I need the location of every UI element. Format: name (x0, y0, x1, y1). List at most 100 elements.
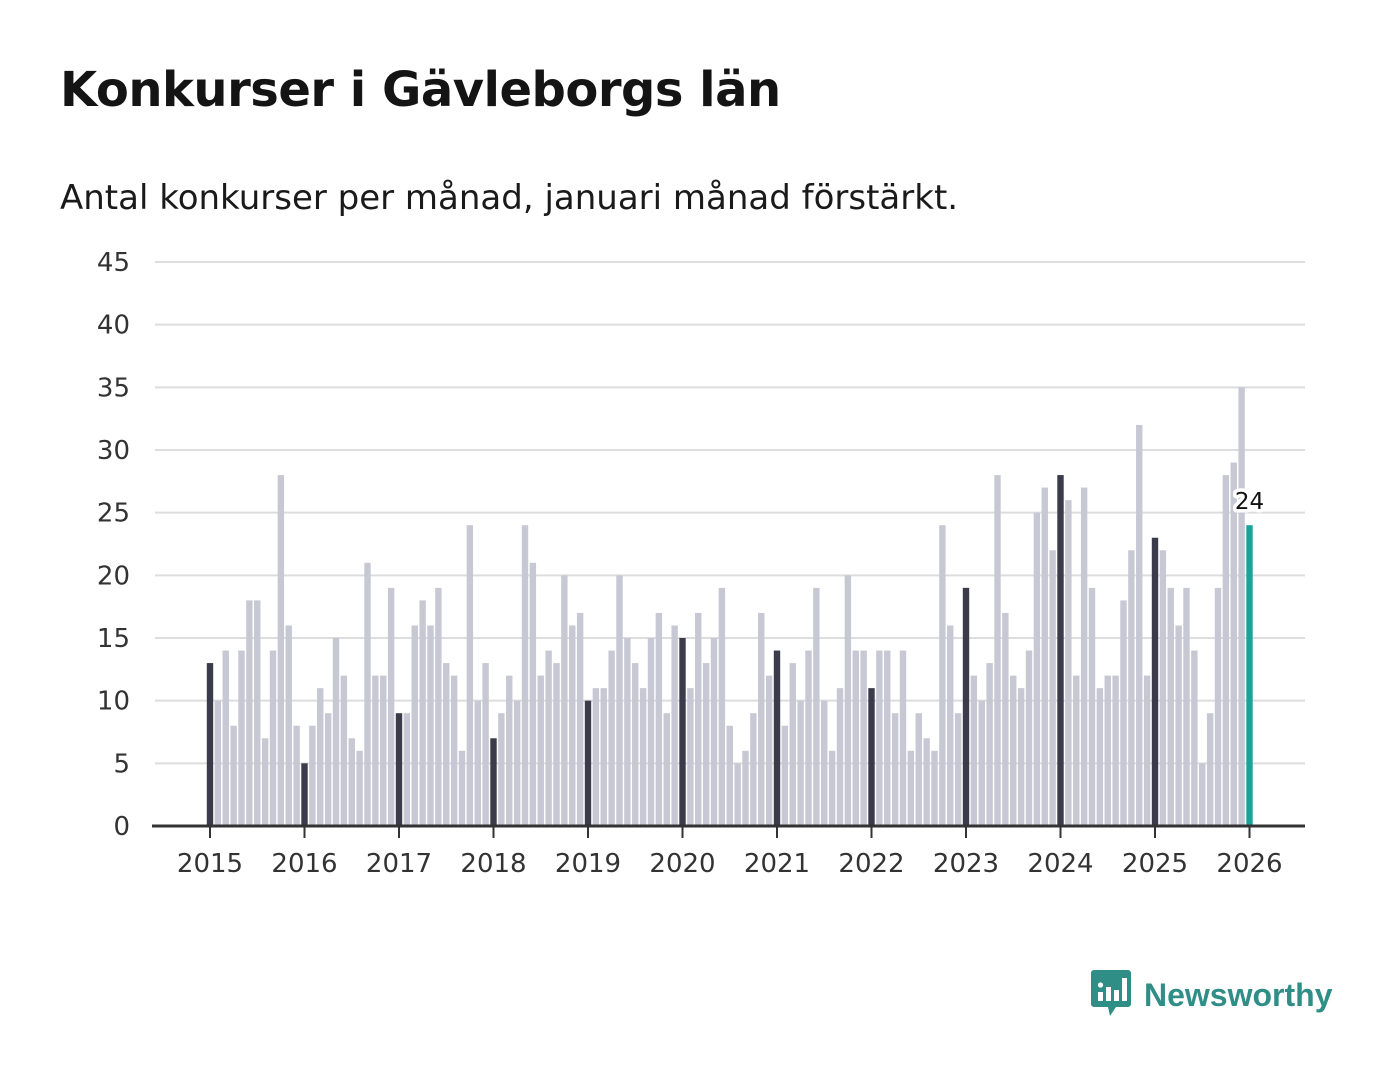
bar[interactable] (1191, 650, 1198, 826)
bar[interactable] (576, 612, 584, 826)
bar[interactable] (443, 663, 450, 826)
bar[interactable] (1143, 675, 1151, 826)
bar[interactable] (419, 600, 426, 826)
bar[interactable] (553, 663, 560, 826)
bar[interactable] (427, 625, 434, 826)
bar[interactable] (970, 675, 978, 826)
bar[interactable] (821, 700, 828, 826)
bar[interactable] (246, 600, 253, 826)
bar[interactable] (632, 663, 639, 826)
bar[interactable] (222, 650, 229, 826)
bar[interactable] (277, 475, 285, 826)
bar[interactable] (403, 713, 411, 826)
bar[interactable] (356, 750, 363, 826)
bar[interactable] (450, 675, 458, 826)
bar[interactable] (230, 725, 237, 826)
bar[interactable] (836, 688, 844, 826)
bar[interactable] (1017, 688, 1025, 826)
bar[interactable] (269, 650, 277, 826)
bar[interactable] (482, 663, 489, 826)
bar[interactable] (600, 688, 607, 826)
bar[interactable] (1049, 550, 1056, 826)
bar[interactable] (411, 625, 418, 826)
bar[interactable] (994, 475, 1001, 826)
bar[interactable] (789, 663, 796, 826)
bar[interactable] (844, 575, 852, 826)
bar[interactable] (1002, 612, 1009, 826)
bar[interactable] (238, 650, 245, 826)
bar[interactable] (663, 713, 670, 826)
bar[interactable] (884, 650, 891, 826)
bar[interactable] (655, 612, 663, 826)
bar[interactable] (1151, 537, 1159, 826)
bar[interactable] (545, 650, 552, 826)
bar[interactable] (348, 738, 355, 826)
bar[interactable] (458, 750, 466, 826)
bar[interactable] (387, 587, 395, 826)
bar[interactable] (891, 713, 899, 826)
bar[interactable] (1183, 587, 1190, 826)
bar[interactable] (758, 612, 765, 826)
bar[interactable] (254, 600, 261, 826)
bar[interactable] (1238, 387, 1245, 826)
bar[interactable] (506, 675, 513, 826)
bar[interactable] (521, 525, 529, 826)
bar[interactable] (324, 713, 332, 826)
bar[interactable] (498, 713, 505, 826)
bar[interactable] (584, 700, 592, 826)
bar[interactable] (939, 525, 946, 826)
bar[interactable] (868, 688, 875, 826)
bar[interactable] (978, 700, 985, 826)
bar[interactable] (907, 750, 915, 826)
bar[interactable] (1025, 650, 1033, 826)
bar[interactable] (293, 725, 300, 826)
bar[interactable] (860, 650, 867, 826)
bar[interactable] (285, 625, 292, 826)
bar[interactable] (1120, 600, 1127, 826)
bar[interactable] (805, 650, 812, 826)
bar[interactable] (474, 700, 481, 826)
bar[interactable] (435, 587, 442, 826)
bar[interactable] (340, 675, 348, 826)
bar[interactable] (695, 612, 702, 826)
bar[interactable] (624, 638, 631, 826)
bar[interactable] (710, 638, 718, 826)
bar[interactable] (1222, 475, 1230, 826)
bar[interactable] (592, 688, 600, 826)
bar[interactable] (1104, 675, 1111, 826)
bar[interactable] (1206, 713, 1214, 826)
bar[interactable] (923, 738, 930, 826)
bar[interactable] (561, 575, 568, 826)
bar[interactable] (1175, 625, 1182, 826)
bar[interactable] (915, 713, 922, 826)
bar[interactable] (1230, 462, 1237, 826)
bar[interactable] (1096, 688, 1104, 826)
newsworthy-brand[interactable]: Newsworthy (1090, 968, 1332, 1022)
bar[interactable] (513, 700, 521, 826)
bar[interactable] (947, 625, 954, 826)
bar[interactable] (395, 713, 403, 826)
bar[interactable] (332, 638, 340, 826)
bar[interactable] (1088, 587, 1096, 826)
bar[interactable] (702, 663, 710, 826)
bar[interactable] (1057, 475, 1064, 826)
bar[interactable] (742, 750, 749, 826)
bar[interactable] (781, 725, 789, 826)
bar[interactable] (1246, 525, 1253, 826)
bar[interactable] (828, 750, 836, 826)
bar[interactable] (986, 663, 993, 826)
bar[interactable] (1112, 675, 1119, 826)
bar[interactable] (931, 750, 938, 826)
bar[interactable] (1214, 587, 1222, 826)
bar[interactable] (569, 625, 576, 826)
bar[interactable] (1065, 500, 1072, 826)
bar[interactable] (1041, 487, 1048, 826)
bar[interactable] (639, 688, 647, 826)
bar[interactable] (537, 675, 544, 826)
bar[interactable] (954, 713, 962, 826)
bar[interactable] (206, 663, 214, 826)
bar[interactable] (671, 625, 678, 826)
bar[interactable] (1159, 550, 1167, 826)
bar[interactable] (852, 650, 859, 826)
bar[interactable] (797, 700, 804, 826)
